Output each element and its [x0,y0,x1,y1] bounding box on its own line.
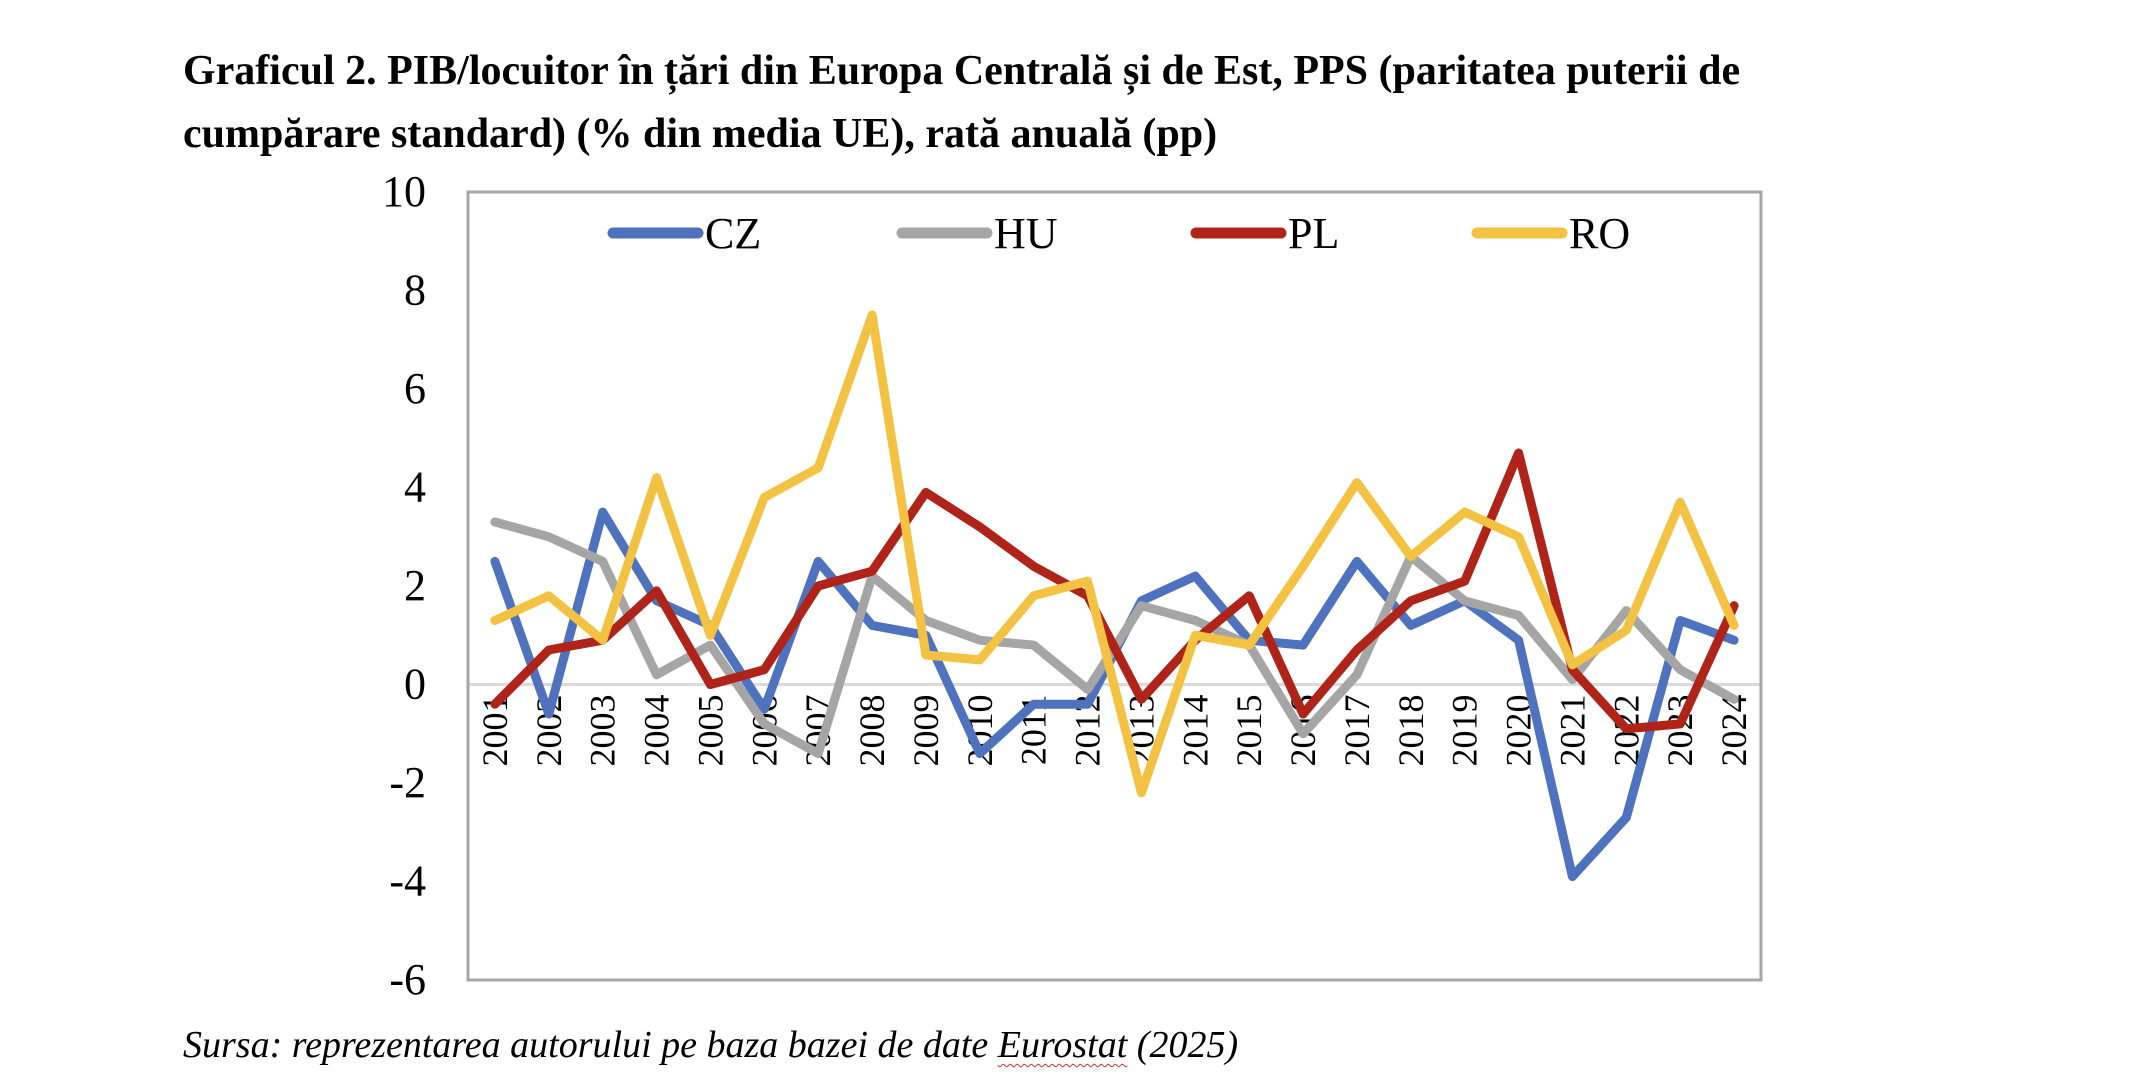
x-tick-label: 2004 [637,695,677,767]
y-tick-label: -2 [389,758,426,807]
legend-label-pl: PL [1288,209,1339,258]
x-axis: 2001 2002 2003 2004 2005 2006 2007 2008 2009 2010… [475,695,1754,767]
y-tick-label: -4 [389,857,426,906]
x-tick-label: 2018 [1391,695,1431,767]
y-tick-label: 4 [404,463,426,512]
plot-area-border [466,190,1763,982]
x-tick-label: 2021 [1552,695,1592,767]
x-tick-label: 2019 [1445,695,1485,767]
x-tick-label: 2003 [583,695,623,767]
y-tick-label: 0 [404,660,426,709]
x-tick-label: 2015 [1229,695,1269,767]
x-tick-label: 2017 [1337,695,1377,767]
legend-label-ro: RO [1569,209,1630,258]
y-tick-label: 6 [404,364,426,413]
x-tick-label: 2024 [1714,695,1754,767]
y-tick-label: 10 [382,167,426,216]
legend-item-hu: HU [896,209,1058,258]
y-tick-label: 2 [404,561,426,610]
y-axis: 10 8 6 4 2 0 -2 -4 -6 [382,167,426,1004]
source-suffix: (2025) [1127,1024,1239,1066]
series-line-pl [490,448,1739,734]
chart-title-line-1: Graficul 2. PIB/locuitor în țări din Eur… [183,48,1741,94]
series-lines [490,310,1739,882]
chart-title-line-2: cumpărare standard) (% din media UE), ra… [183,111,1218,157]
series-line-ro [490,310,1739,798]
legend-item-pl: PL [1190,209,1339,258]
legend-item-cz: CZ [607,209,761,258]
legend: CZ HU PL RO [607,209,1630,258]
chart-title: Graficul 2. PIB/locuitor în țări din Eur… [183,40,2083,166]
x-tick-label: 2014 [1175,695,1215,767]
legend-label-hu: HU [994,209,1058,258]
x-tick-label: 2023 [1660,695,1700,767]
x-tick-label: 2008 [852,695,892,767]
source-prefix: Sursa: reprezentarea autorului pe baza b… [183,1024,998,1066]
x-tick-label: 2009 [906,695,946,767]
y-tick-label: 8 [404,266,426,315]
legend-label-cz: CZ [705,209,761,258]
source-note: Sursa: reprezentarea autorului pe baza b… [183,1022,1238,1068]
legend-item-ro: RO [1471,209,1630,258]
y-tick-label: -6 [389,955,426,1004]
x-tick-label: 2005 [690,695,730,767]
source-eurostat: Eurostat [997,1024,1128,1066]
